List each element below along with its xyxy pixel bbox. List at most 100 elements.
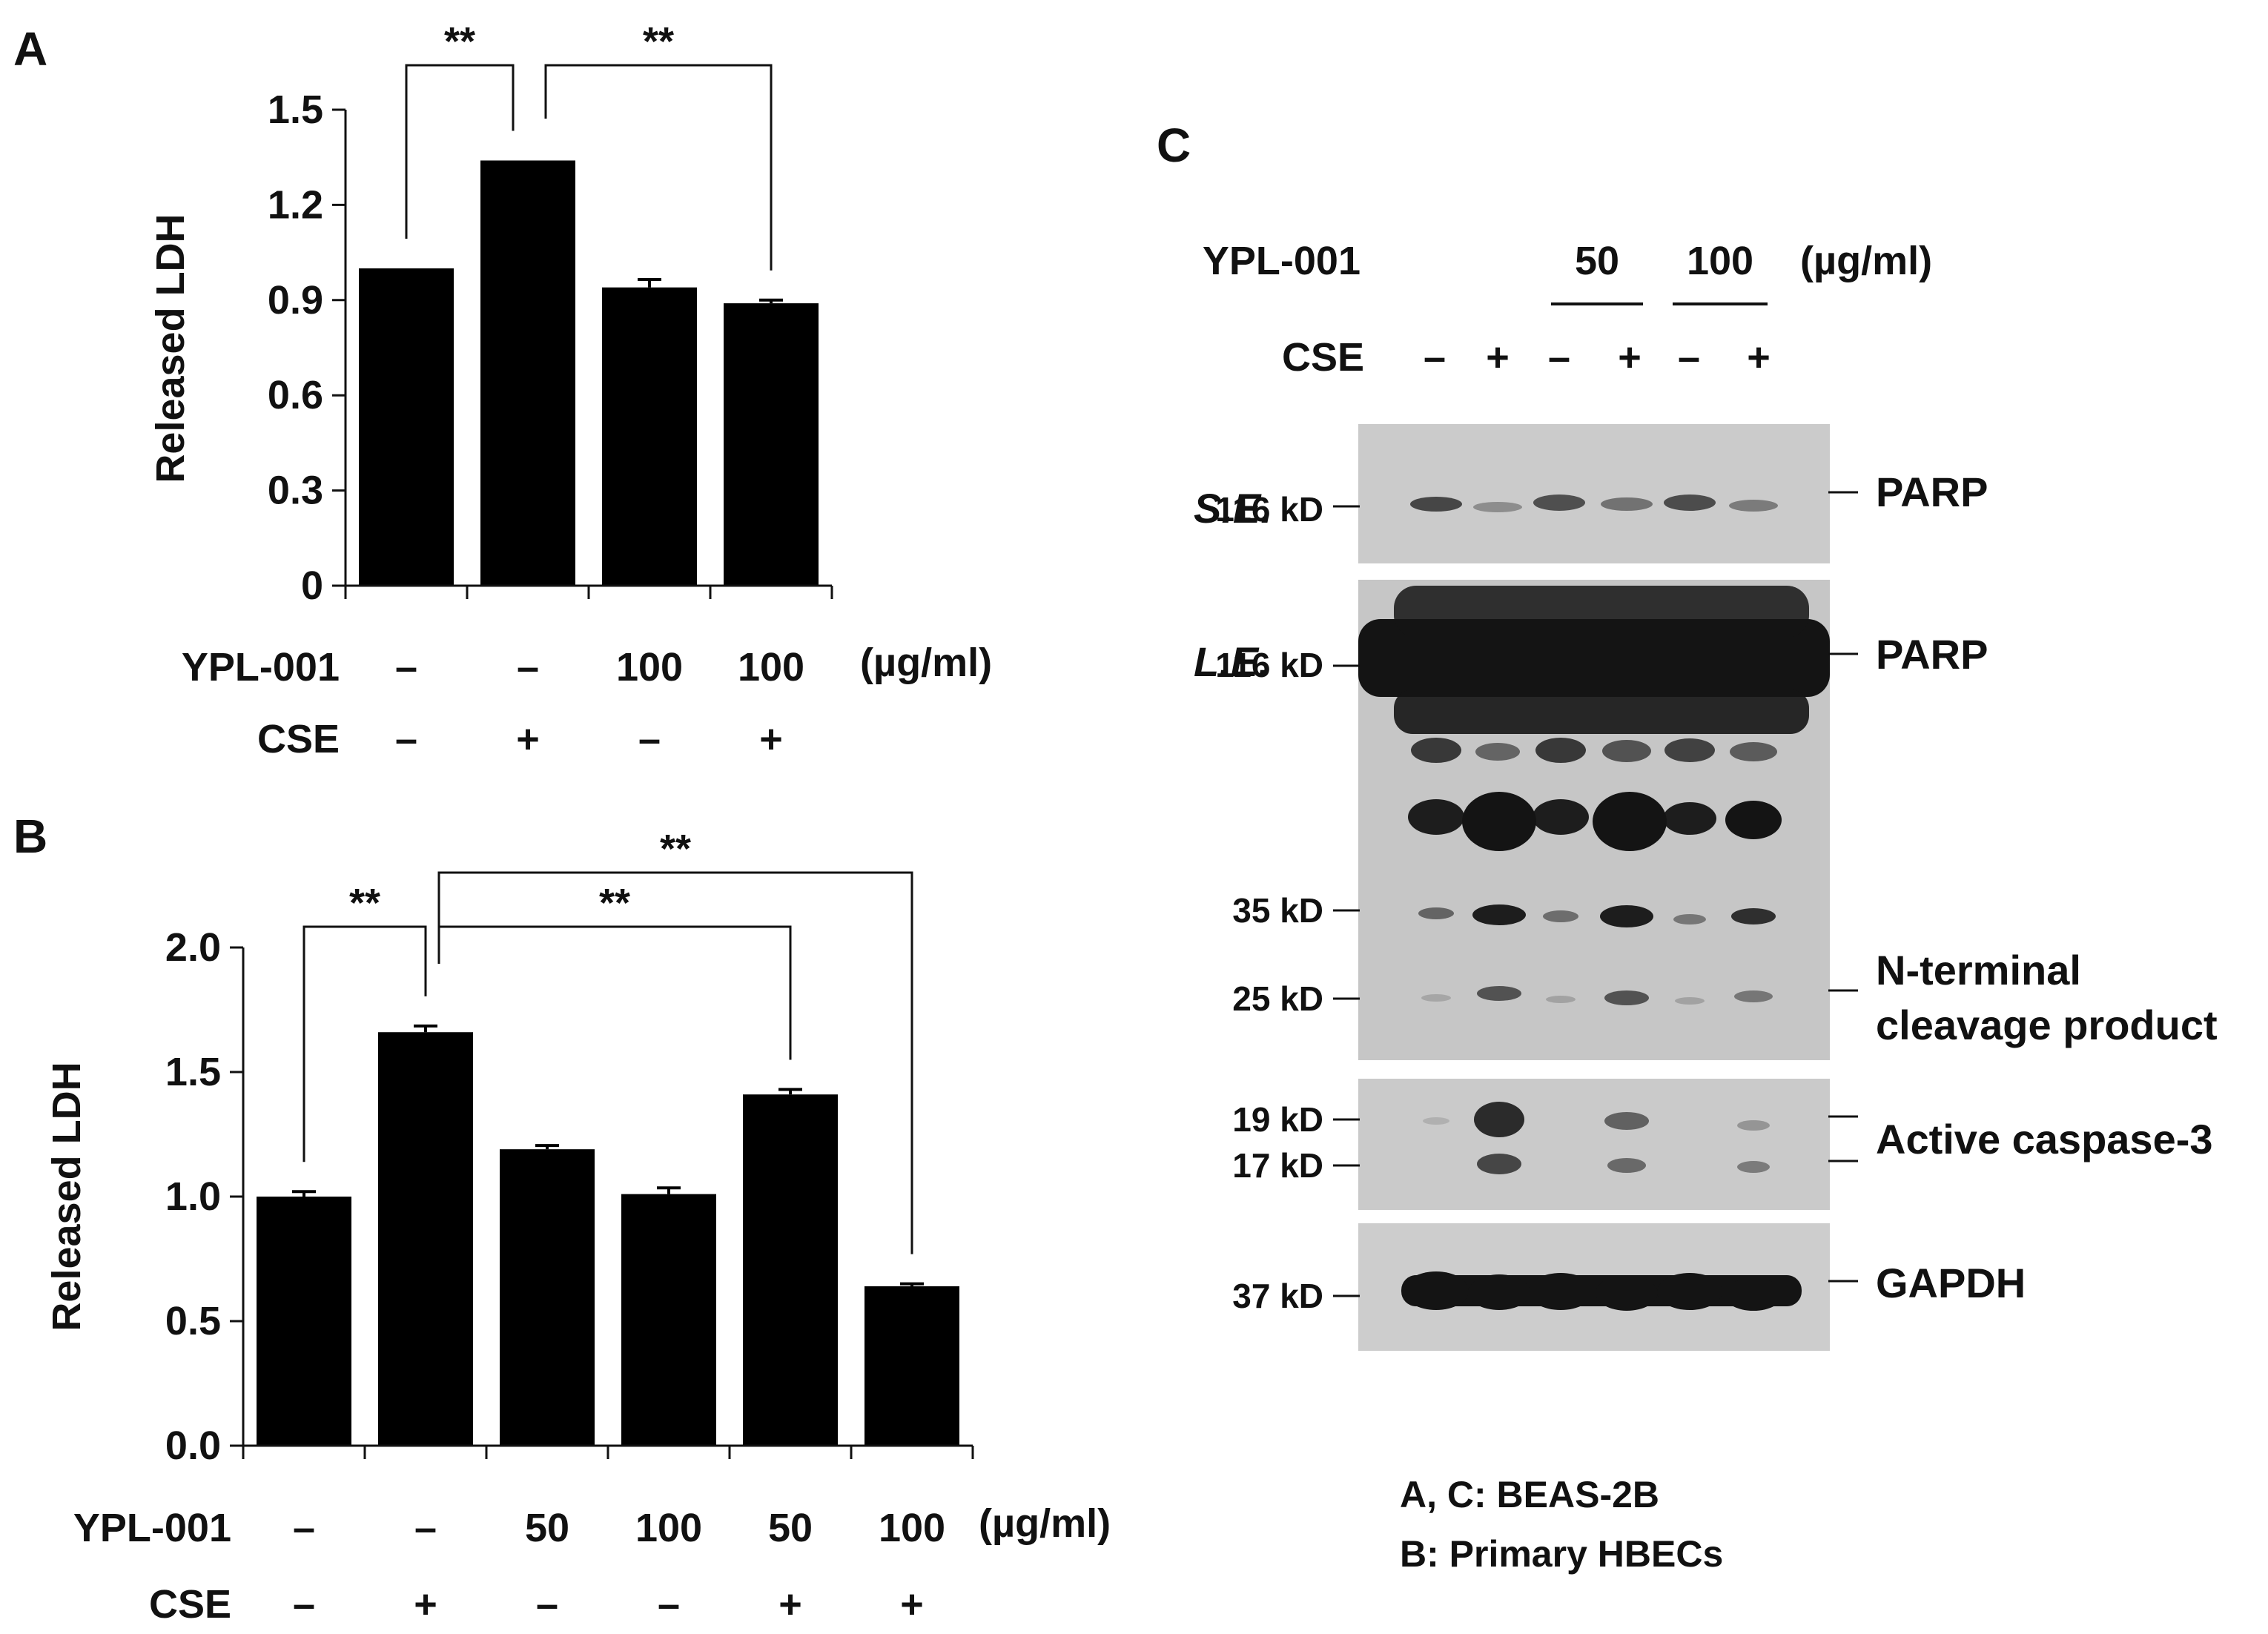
condition-value: +	[414, 1582, 437, 1627]
band	[1543, 910, 1578, 922]
band	[1602, 740, 1651, 762]
band	[1462, 792, 1536, 851]
band	[1394, 586, 1809, 638]
band	[1421, 994, 1451, 1002]
panel-label-a: A	[13, 22, 47, 76]
blot-treatment-label: YPL-001	[1203, 239, 1361, 283]
y-tick-label: 0.5	[165, 1299, 221, 1343]
significance-bracket	[544, 64, 773, 271]
band	[1533, 494, 1585, 511]
significance-bracket	[405, 64, 515, 239]
bar	[602, 287, 697, 586]
significance-label: **	[660, 827, 691, 871]
band	[1663, 802, 1716, 835]
chart-a-y-axis-title: Released LDH	[148, 214, 193, 483]
blot-lane-4-cse: +	[1618, 335, 1642, 380]
band	[1737, 1120, 1770, 1131]
band	[1607, 1158, 1646, 1173]
condition-unit: (µg/ml)	[979, 1501, 1111, 1546]
bar	[743, 1094, 838, 1446]
band	[1411, 738, 1461, 763]
chart-a: 0 0.3 0.6 0.9 1.2 1.5 Released LDH YPL-001 – – 1…	[148, 19, 992, 761]
chart-a-conditions: YPL-001 – – 100 100 (µg/ml) CSE – + – +	[182, 641, 992, 761]
blot-marker-37: 37 kD	[1232, 1277, 1323, 1315]
bar	[864, 1286, 959, 1446]
blot-bands-parp-short	[1410, 494, 1778, 512]
band	[1725, 801, 1782, 839]
panel-label-b: B	[13, 810, 47, 863]
band	[1600, 905, 1653, 927]
band	[1408, 799, 1464, 835]
blot-cse-label: CSE	[1282, 335, 1364, 380]
western-blot: YPL-001 50 100 (µg/ml) CSE – + – + – +	[1194, 239, 2218, 1351]
condition-value: 100	[879, 1506, 945, 1550]
band	[1596, 1275, 1658, 1311]
y-tick-label: 1.5	[165, 1050, 221, 1094]
condition-value: –	[536, 1582, 558, 1627]
blot-bands-caspase	[1423, 1102, 1770, 1174]
significance-label: **	[349, 881, 380, 925]
bar	[621, 1194, 716, 1446]
significance-label: **	[444, 19, 475, 64]
blot-marker-35: 35 kD	[1232, 891, 1323, 930]
condition-value: 100	[616, 645, 683, 689]
blot-protein-parp-long: PARP	[1876, 631, 1988, 678]
blot-exposure-long: L.E.	[1194, 638, 1270, 685]
blot-dose-unit: (µg/ml)	[1800, 239, 1932, 283]
significance-label: **	[643, 19, 674, 64]
band	[1657, 1273, 1722, 1310]
blot-lane-2-cse: +	[1486, 335, 1510, 380]
band	[1724, 1278, 1783, 1311]
blot-lane-6-cse: +	[1747, 335, 1771, 380]
blot-marker-116-long: 116 kD	[1215, 646, 1323, 684]
band	[1528, 1273, 1593, 1310]
condition-value: +	[516, 717, 540, 761]
blot-exposure-short: S.E.	[1194, 485, 1272, 532]
condition-value: –	[293, 1582, 315, 1627]
band	[1675, 997, 1705, 1005]
band	[1533, 799, 1589, 835]
band	[1604, 990, 1649, 1005]
band	[1730, 742, 1777, 761]
y-tick-label: 1.5	[268, 87, 323, 132]
condition-value: –	[414, 1506, 437, 1550]
condition-unit: (µg/ml)	[860, 641, 992, 685]
band	[1418, 907, 1454, 919]
blot-marker-116-short: 116 kD	[1215, 490, 1323, 529]
condition-value: –	[517, 645, 539, 689]
chart-a-bars	[359, 160, 819, 586]
chart-b-significance: ** ** **	[302, 827, 913, 1254]
blot-protein-nterminal-2: cleavage product	[1876, 1002, 2218, 1048]
bar	[257, 1197, 351, 1446]
y-tick-label: 0.0	[165, 1423, 221, 1468]
chart-b-bars	[257, 1024, 959, 1446]
band	[1535, 738, 1586, 763]
blot-membrane-parp-short	[1358, 424, 1830, 563]
band	[1477, 986, 1521, 1001]
condition-label: YPL-001	[182, 645, 340, 689]
condition-value: 50	[768, 1506, 813, 1550]
condition-value: 100	[635, 1506, 702, 1550]
condition-value: –	[638, 717, 661, 761]
band	[1423, 1117, 1449, 1125]
bar	[724, 303, 819, 586]
y-tick-label: 1.2	[268, 182, 323, 227]
condition-value: +	[759, 717, 783, 761]
band	[1664, 738, 1715, 762]
blot-lane-1-cse: –	[1424, 335, 1446, 380]
chart-a-axes: 0 0.3 0.6 0.9 1.2 1.5	[268, 87, 833, 608]
blot-membrane-caspase	[1358, 1079, 1830, 1210]
cell-line-notes: A, C: BEAS-2B B: Primary HBECs	[1400, 1465, 1723, 1584]
band	[1410, 497, 1462, 512]
chart-b: 0.0 0.5 1.0 1.5 2.0 Released LDH YPL-001 – – 50…	[44, 827, 1111, 1627]
significance-bracket	[302, 925, 427, 1162]
band	[1468, 1274, 1530, 1310]
band	[1475, 743, 1520, 761]
condition-value: –	[293, 1506, 315, 1550]
y-tick-label: 0.3	[268, 469, 323, 513]
band	[1737, 1161, 1770, 1173]
band	[1593, 792, 1667, 851]
condition-value: 100	[738, 645, 804, 689]
band	[1673, 914, 1706, 924]
